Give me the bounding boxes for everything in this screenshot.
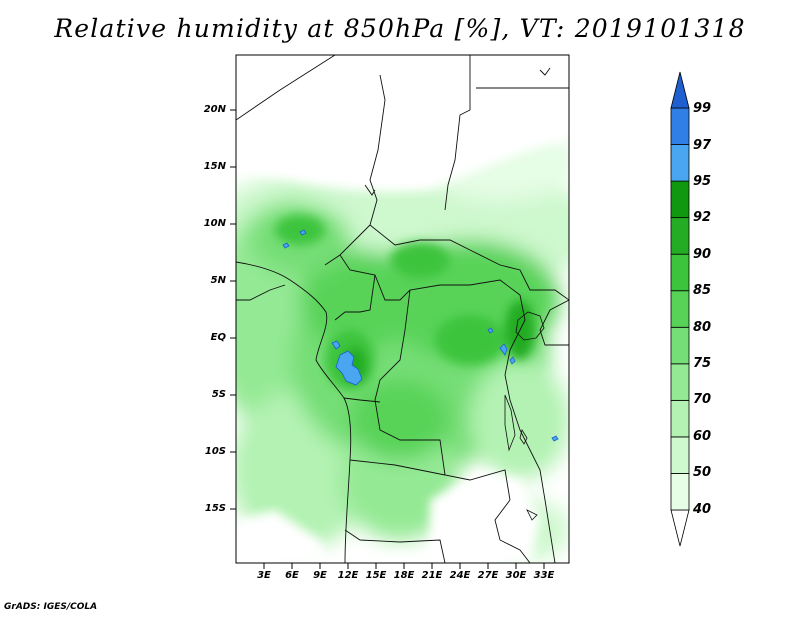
lat-label-eq: EQ bbox=[210, 332, 226, 343]
colorbar-label-90: 90 bbox=[693, 247, 712, 262]
lon-label-33e: 33E bbox=[533, 570, 555, 581]
colorbar-segment bbox=[670, 217, 690, 255]
colorbar-segment bbox=[670, 436, 690, 474]
colorbar-segment bbox=[670, 180, 690, 219]
lat-label-15s: 15S bbox=[204, 503, 226, 514]
lon-label-18e: 18E bbox=[393, 570, 415, 581]
colorbar-segment bbox=[670, 399, 690, 438]
lat-label-10n: 10N bbox=[203, 218, 226, 229]
lat-label-5s: 5S bbox=[211, 389, 226, 400]
colorbar-label-75: 75 bbox=[693, 356, 712, 371]
lat-label-10s: 10S bbox=[204, 446, 226, 457]
colorbar-label-80: 80 bbox=[693, 320, 712, 335]
grads-credit: GrADS: IGES/COLA bbox=[4, 602, 98, 612]
lat-label-5n: 5N bbox=[210, 275, 226, 286]
lon-label-15e: 15E bbox=[365, 570, 387, 581]
lat-ticks bbox=[230, 109, 236, 510]
colorbar-segment bbox=[670, 363, 690, 401]
colorbar-label-99: 99 bbox=[693, 101, 712, 116]
colorbar bbox=[670, 71, 690, 547]
colorbar-segment bbox=[670, 326, 690, 365]
colorbar-label-70: 70 bbox=[693, 392, 712, 407]
colorbar-label-40: 40 bbox=[693, 502, 712, 517]
colorbar-label-97: 97 bbox=[693, 138, 712, 153]
colorbar-segment bbox=[670, 107, 690, 145]
country-borders bbox=[236, 55, 569, 563]
colorbar-segment bbox=[670, 253, 690, 292]
map-title: Relative humidity at 850hPa [%], VT: 201… bbox=[54, 14, 746, 43]
colorbar-segment bbox=[670, 290, 690, 328]
colorbar-segment bbox=[670, 473, 690, 511]
lon-label-9e: 9E bbox=[313, 570, 327, 581]
lon-label-30e: 30E bbox=[505, 570, 527, 581]
colorbar-segment bbox=[670, 144, 690, 182]
lon-label-24e: 24E bbox=[449, 570, 471, 581]
colorbar-label-85: 85 bbox=[693, 283, 712, 298]
colorbar-label-95: 95 bbox=[693, 174, 712, 189]
lon-label-12e: 12E bbox=[337, 570, 359, 581]
lat-label-15n: 15N bbox=[203, 161, 226, 172]
colorbar-label-60: 60 bbox=[693, 429, 712, 444]
colorbar-label-92: 92 bbox=[693, 210, 712, 225]
colorbar-label-50: 50 bbox=[693, 465, 712, 480]
lon-label-21e: 21E bbox=[421, 570, 443, 581]
lon-label-3e: 3E bbox=[257, 570, 271, 581]
colorbar-segment bbox=[670, 509, 690, 547]
lon-label-27e: 27E bbox=[477, 570, 499, 581]
lon-label-6e: 6E bbox=[285, 570, 299, 581]
map-border bbox=[235, 54, 570, 564]
colorbar-segment bbox=[670, 71, 690, 109]
lat-label-20n: 20N bbox=[203, 104, 226, 115]
humidity-field bbox=[236, 55, 569, 563]
lon-ticks bbox=[263, 563, 545, 569]
